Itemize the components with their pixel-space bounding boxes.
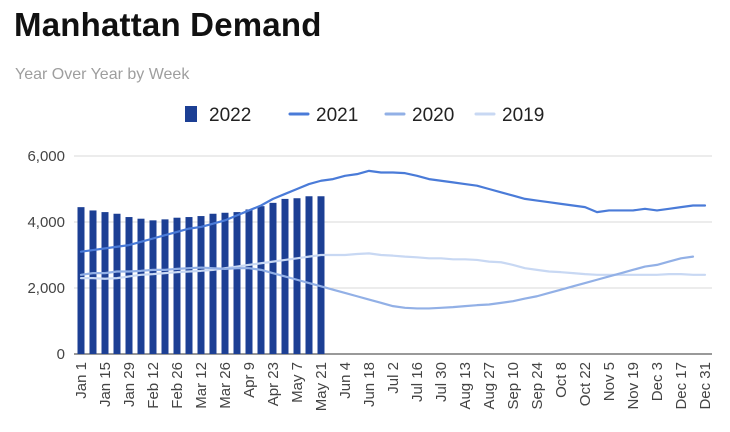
bar-2022-mar-5 bbox=[185, 217, 193, 354]
bar-2022-jan-1 bbox=[77, 207, 85, 354]
y-tick-label: 6,000 bbox=[27, 148, 65, 165]
x-tick-label: Dec 3 bbox=[649, 362, 666, 401]
bar-2022-feb-19 bbox=[161, 219, 169, 354]
x-tick-label: Oct 8 bbox=[553, 362, 570, 398]
x-tick-label: Apr 9 bbox=[241, 362, 258, 398]
bar-2022-feb-12 bbox=[149, 220, 157, 354]
bar-2022-apr-23 bbox=[269, 202, 277, 354]
bar-2022-feb-26 bbox=[173, 217, 181, 354]
bar-2022-mar-19 bbox=[209, 213, 217, 354]
x-tick-label: Jan 29 bbox=[121, 362, 138, 407]
x-tick-label: Jan 15 bbox=[97, 362, 114, 407]
series-line-2020 bbox=[79, 255, 695, 310]
bar-2022-apr-16 bbox=[257, 206, 265, 354]
bar-2022-jan-22 bbox=[113, 213, 121, 354]
x-tick-label: Jan 1 bbox=[73, 362, 90, 399]
x-tick-label: Mar 12 bbox=[193, 362, 210, 409]
x-tick-label: Nov 5 bbox=[601, 362, 618, 401]
y-tick-label: 2,000 bbox=[27, 280, 65, 297]
bar-2022-jan-29 bbox=[125, 217, 133, 354]
x-tick-label: Dec 17 bbox=[673, 362, 690, 410]
legend-label-2021: 2021 bbox=[316, 105, 358, 126]
x-tick-label: Aug 13 bbox=[457, 362, 474, 410]
x-tick-label: Jun 18 bbox=[361, 362, 378, 407]
x-tick-label: Sep 24 bbox=[529, 362, 546, 410]
x-tick-label: Apr 23 bbox=[265, 362, 282, 406]
legend-label-2019: 2019 bbox=[502, 105, 544, 126]
x-tick-label: Oct 22 bbox=[577, 362, 594, 406]
bar-2022-apr-9 bbox=[245, 209, 253, 354]
bar-2022-mar-26 bbox=[221, 212, 229, 354]
bar-2022-jan-15 bbox=[101, 212, 109, 354]
bar-2022-apr-2 bbox=[233, 212, 241, 354]
x-tick-label: Mar 26 bbox=[217, 362, 234, 409]
x-tick-label: Aug 27 bbox=[481, 362, 498, 410]
legend-label-2020: 2020 bbox=[412, 105, 454, 126]
legend-label-2022: 2022 bbox=[209, 105, 251, 126]
bar-2022-feb-5 bbox=[137, 218, 145, 354]
legend-swatch-2022 bbox=[185, 106, 197, 122]
x-tick-label: Jun 4 bbox=[337, 362, 354, 399]
x-tick-label: Nov 19 bbox=[625, 362, 642, 410]
x-tick-label: Feb 12 bbox=[145, 362, 162, 409]
y-tick-label: 0 bbox=[57, 346, 65, 363]
x-tick-label: Dec 31 bbox=[697, 362, 714, 410]
x-tick-label: May 21 bbox=[313, 362, 330, 411]
x-tick-label: Jul 16 bbox=[409, 362, 426, 402]
chart-title: Manhattan Demand bbox=[14, 6, 322, 43]
y-tick-label: 4,000 bbox=[27, 214, 65, 231]
x-tick-label: Jul 2 bbox=[385, 362, 402, 394]
chart-subtitle: Year Over Year by Week bbox=[15, 66, 190, 83]
x-tick-label: Sep 10 bbox=[505, 362, 522, 410]
bar-2022-jan-8 bbox=[89, 210, 97, 354]
bar-2022-may-14 bbox=[305, 196, 313, 354]
bar-2022-mar-12 bbox=[197, 216, 205, 354]
x-tick-label: May 7 bbox=[289, 362, 306, 403]
x-tick-label: Feb 26 bbox=[169, 362, 186, 409]
series-line-2021 bbox=[79, 169, 707, 253]
bar-2022-may-7 bbox=[293, 198, 301, 354]
bar-2022-may-21 bbox=[317, 196, 325, 354]
x-tick-label: Jul 30 bbox=[433, 362, 450, 402]
series-line-2019 bbox=[79, 252, 707, 280]
